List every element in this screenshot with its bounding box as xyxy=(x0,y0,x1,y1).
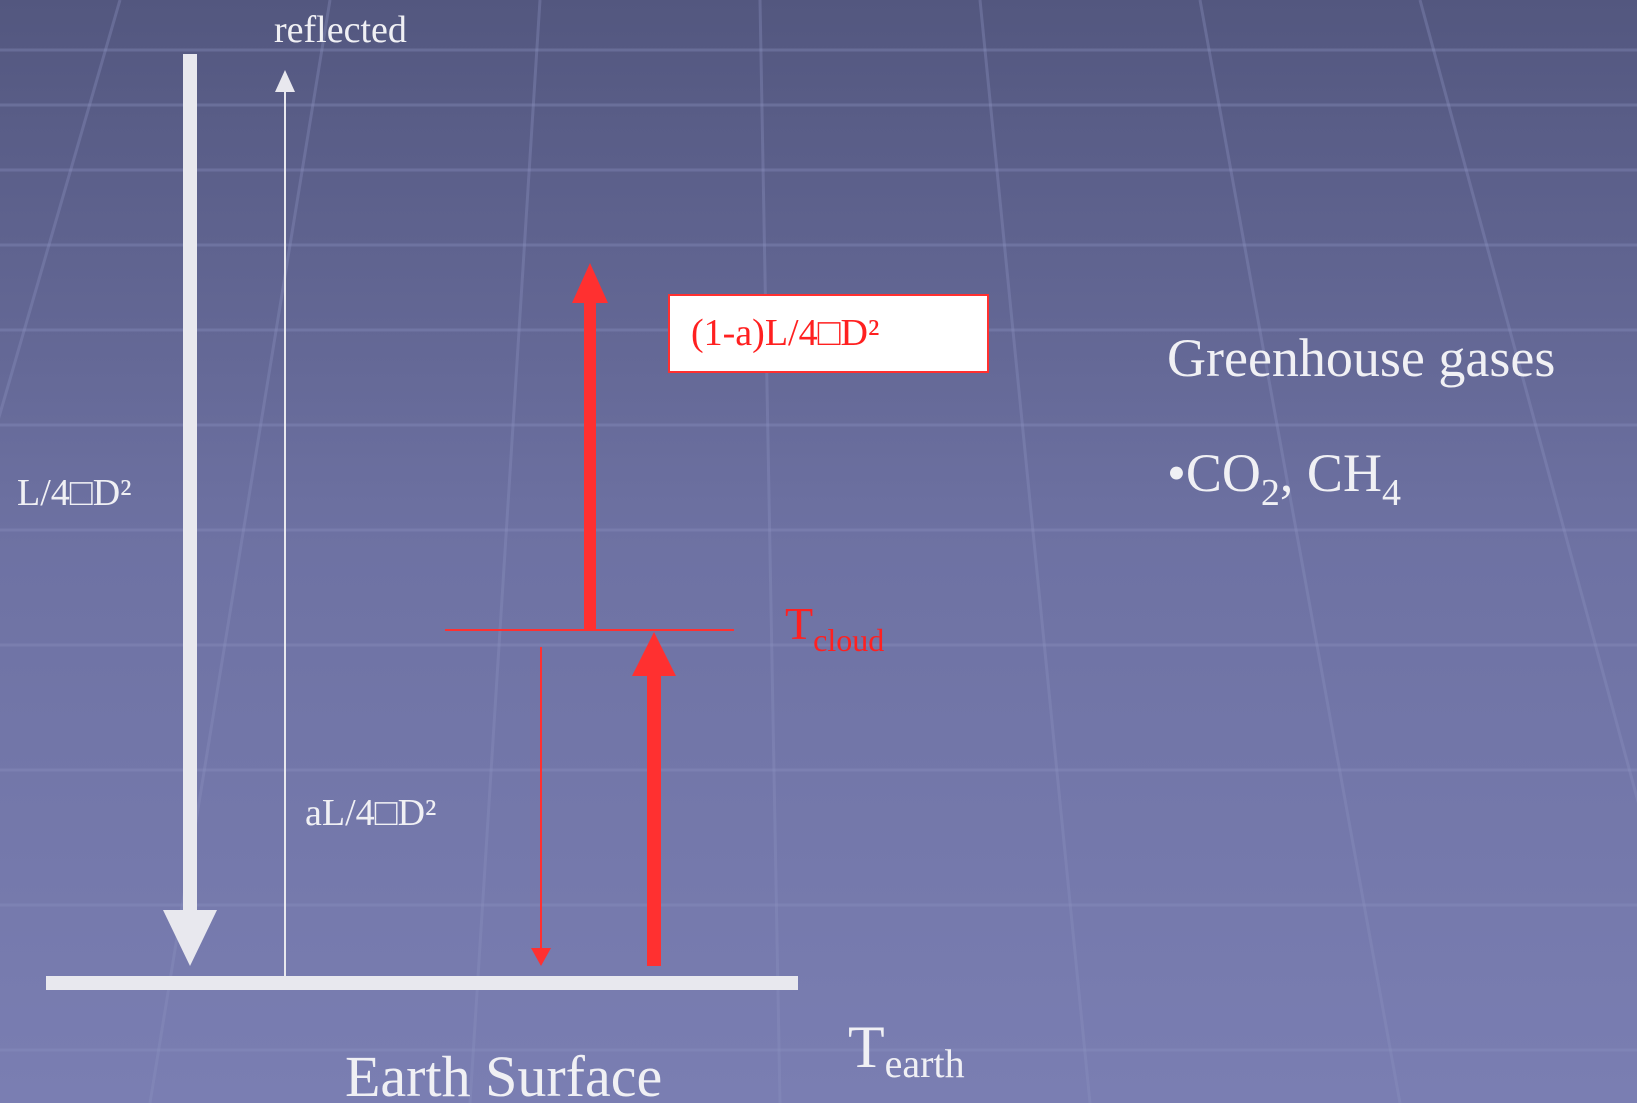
co2-sub: 2 xyxy=(1261,472,1280,514)
incoming-arrow-head xyxy=(163,910,217,966)
surface-bar xyxy=(46,976,798,990)
ch4-text: , CH xyxy=(1280,443,1382,503)
ch4-sub: 4 xyxy=(1382,472,1401,514)
reflected-flux-label: aL/4□D² xyxy=(305,792,436,834)
t-earth-label: Tearth xyxy=(848,1014,965,1086)
outgoing-arrow-head xyxy=(572,263,608,303)
earth-emission-arrow-head xyxy=(632,632,676,676)
earth-emission-arrow-shaft xyxy=(647,674,661,966)
incoming-arrow-shaft xyxy=(183,54,197,914)
t-cloud-main: T xyxy=(785,598,813,649)
reflected-arrow-head xyxy=(275,70,295,92)
surface-label: Earth Surface xyxy=(345,1044,662,1103)
co2-text: •CO xyxy=(1167,443,1261,503)
t-earth-sub: earth xyxy=(885,1041,965,1086)
absorbed-label: (1-a)L/4□D² xyxy=(691,312,879,354)
t-cloud-sub: cloud xyxy=(813,622,884,658)
t-earth-main: T xyxy=(848,1014,885,1080)
side-title: Greenhouse gases xyxy=(1167,328,1555,388)
t-cloud-label: Tcloud xyxy=(785,598,884,658)
absorbed-box xyxy=(668,294,989,373)
outgoing-arrow-shaft xyxy=(584,300,596,630)
back-radiation-arrow-head xyxy=(531,948,551,966)
gases-line: •CO2, CH4 xyxy=(1167,443,1401,514)
reflected-label: reflected xyxy=(274,9,407,51)
incoming-label: L/4□D² xyxy=(17,472,132,514)
